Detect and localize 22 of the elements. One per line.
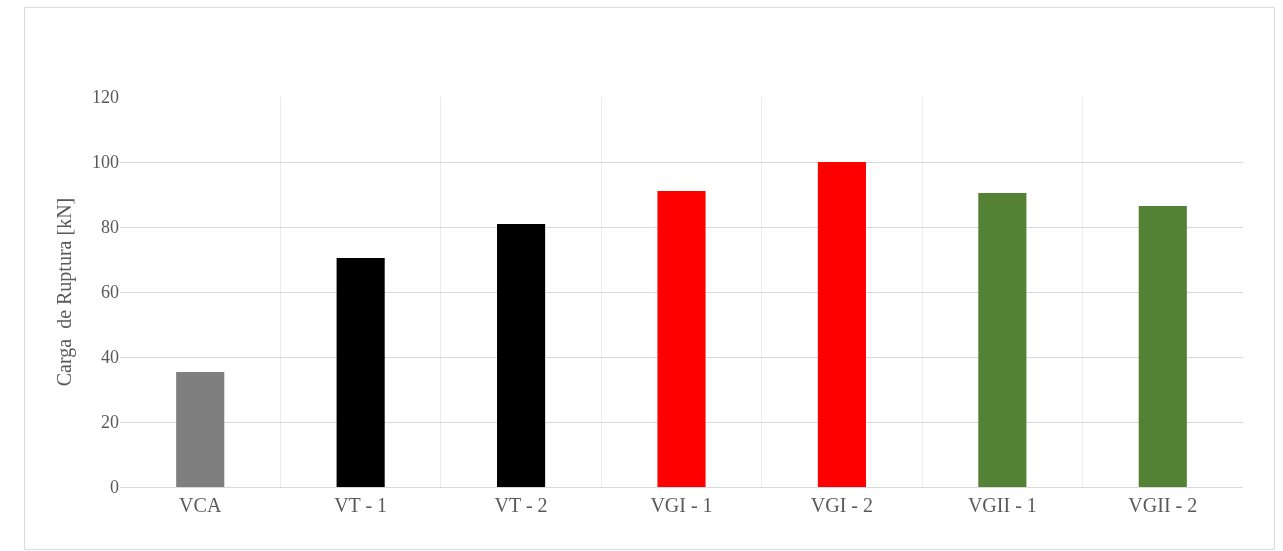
x-tick-label: VCA (179, 494, 222, 516)
y-tick-label: 80 (101, 217, 119, 238)
x-tick-label: VGI - 1 (650, 494, 713, 516)
bar (176, 371, 225, 487)
x-tick-label: VGI - 2 (810, 494, 874, 516)
bar (817, 162, 866, 487)
y-tick-label: 120 (92, 87, 119, 108)
bar (978, 192, 1027, 487)
y-tick-label: 60 (101, 282, 119, 303)
x-tick-label: VT - 1 (334, 494, 388, 516)
bar (657, 190, 706, 487)
bar (497, 224, 546, 487)
bar (336, 257, 385, 487)
x-tick-label: VT - 2 (494, 494, 548, 516)
x-tick-label: VGII - 2 (1128, 494, 1198, 516)
y-axis-title: Carga de Ruptura [kN] (52, 197, 76, 387)
y-tick-label: 40 (101, 347, 119, 368)
y-tick-label: 100 (92, 152, 119, 173)
bar (1138, 205, 1187, 487)
x-tick-label: VGII - 1 (967, 494, 1037, 516)
y-tick-label: 0 (110, 477, 119, 498)
y-tick-label: 20 (101, 412, 119, 433)
